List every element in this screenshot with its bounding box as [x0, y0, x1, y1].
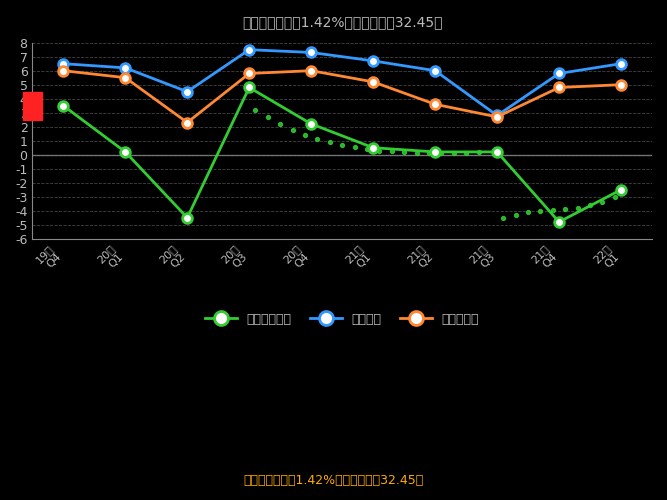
Point — [399, 148, 410, 156]
Point — [535, 206, 546, 214]
Point — [461, 148, 472, 156]
Point — [560, 206, 570, 214]
Point — [585, 201, 596, 209]
Point — [436, 150, 447, 158]
Point — [275, 120, 285, 128]
Title: 深科技收盘上涨1.42%，滚动市盈率32.45倍: 深科技收盘上涨1.42%，滚动市盈率32.45倍 — [242, 15, 442, 29]
Point — [473, 148, 484, 156]
Text: 深科技收盘上涨1.42%，滚动市盈率32.45倍: 深科技收盘上涨1.42%，滚动市盈率32.45倍 — [243, 474, 424, 488]
Point — [510, 211, 521, 219]
Point — [337, 141, 348, 149]
Point — [572, 204, 583, 212]
Point — [523, 208, 534, 216]
Point — [312, 136, 323, 143]
Point — [548, 206, 558, 214]
Point — [386, 147, 397, 155]
Point — [374, 146, 385, 154]
Point — [250, 106, 261, 114]
Point — [299, 131, 310, 139]
Point — [610, 192, 620, 200]
Point — [324, 138, 335, 146]
Point — [350, 143, 360, 151]
Point — [263, 113, 273, 121]
Point — [448, 149, 459, 157]
Point — [411, 148, 422, 156]
Point — [424, 150, 434, 158]
Legend: 净利润增长率, 行业均值, 行业中位数: 净利润增长率, 行业均值, 行业中位数 — [200, 308, 484, 330]
Point — [597, 198, 608, 206]
Point — [287, 126, 298, 134]
Point — [362, 145, 372, 153]
Point — [498, 214, 509, 222]
